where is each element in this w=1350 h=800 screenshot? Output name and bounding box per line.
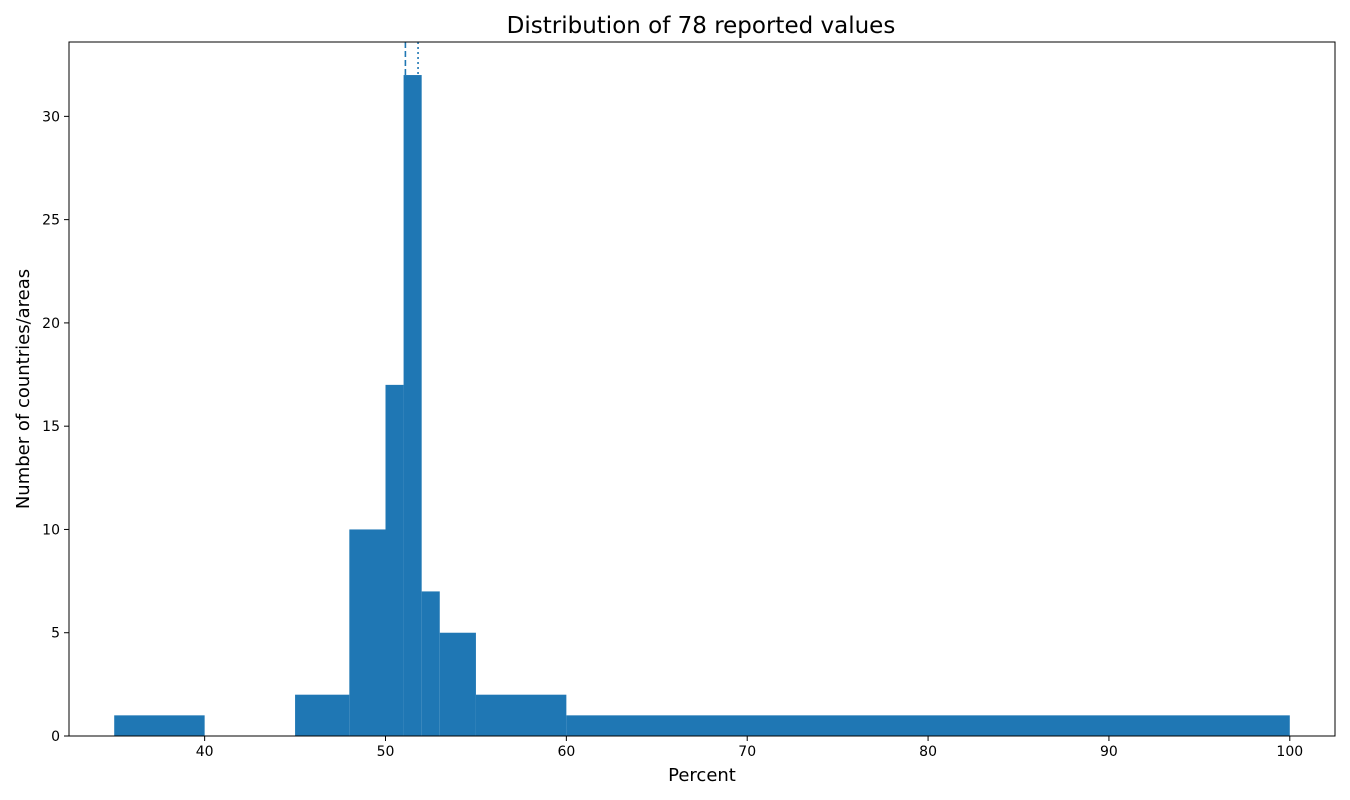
y-tick-label: 20 [42,316,60,332]
reference-lines [404,42,419,76]
histogram-bar-0 [114,715,205,736]
x-tick-label: 50 [377,744,395,760]
x-tick-label: 60 [557,744,575,760]
x-tick-label: 40 [196,744,214,760]
histogram-bar-3 [349,529,386,736]
histogram-bar-5 [403,75,422,737]
x-tick-label: 100 [1276,744,1303,760]
plot-frame [68,41,1336,737]
histogram-bars [114,75,1290,737]
x-axis-ticks: 40 50 60 70 80 90 100 [196,736,1303,760]
x-tick-label: 70 [738,744,756,760]
histogram-bar-2 [295,694,350,736]
y-tick-label: 5 [51,626,60,642]
x-tick-label: 80 [919,744,937,760]
y-tick-label: 15 [42,419,60,435]
x-axis-label: Percent [668,765,736,786]
histogram-bar-9 [566,715,1290,736]
y-axis-label: Number of countries/areas [13,269,34,509]
histogram-bar-4 [385,384,404,736]
histogram-bar-8 [475,694,567,736]
y-axis-ticks: 0 5 10 15 20 25 30 [42,109,69,745]
histogram-bar-6 [421,591,440,736]
y-tick-label: 25 [42,213,60,229]
y-tick-label: 0 [51,729,60,745]
x-tick-label: 90 [1100,744,1118,760]
y-tick-label: 30 [42,109,60,125]
y-tick-label: 10 [42,522,60,538]
chart-title: Distribution of 78 reported values [507,13,896,39]
histogram-bar-7 [439,632,476,736]
